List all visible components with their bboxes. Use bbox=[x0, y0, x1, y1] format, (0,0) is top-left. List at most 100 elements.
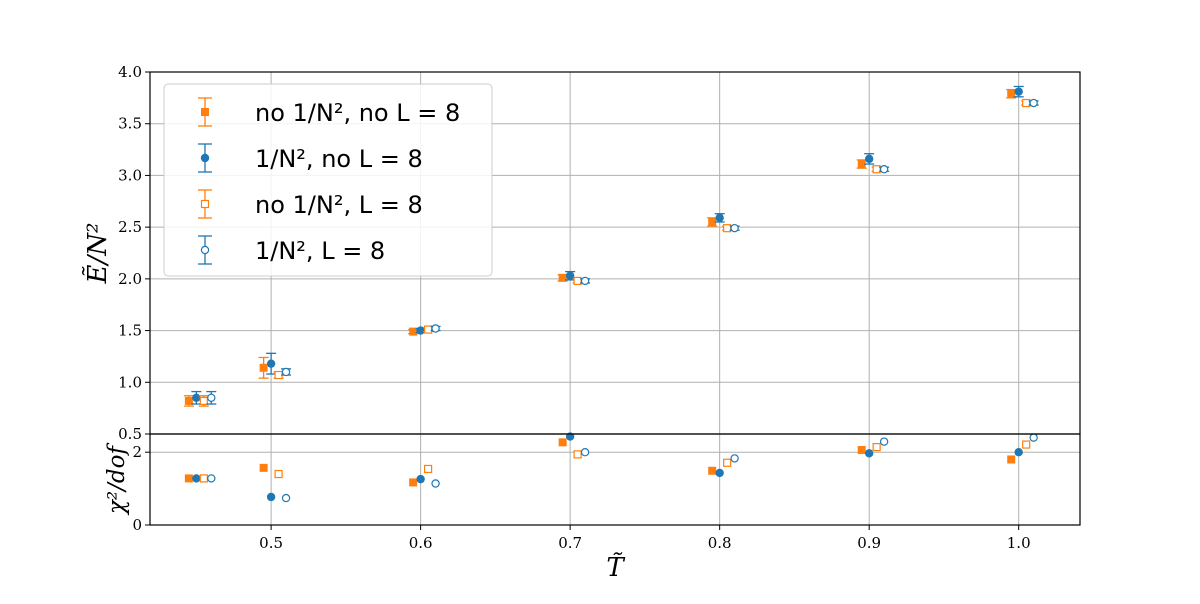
legend-marker bbox=[200, 199, 210, 209]
energy-point bbox=[723, 224, 732, 233]
legend-label: 1/N², no L = 8 bbox=[255, 145, 423, 173]
chi2-panel-frame bbox=[149, 433, 1081, 526]
energy-point bbox=[715, 213, 724, 223]
y-tick-label-bottom: 2 bbox=[132, 443, 142, 461]
legend-entry-3: 1/N², L = 8 bbox=[198, 235, 385, 265]
energy-point bbox=[409, 327, 418, 336]
chi2-point bbox=[723, 458, 732, 467]
energy-point bbox=[730, 223, 739, 233]
energy-point bbox=[274, 370, 283, 380]
chi2-point bbox=[409, 478, 418, 487]
y-tick-label-top: 2.5 bbox=[118, 218, 142, 236]
chi2-point bbox=[730, 454, 739, 463]
chi2-point bbox=[199, 474, 208, 483]
energy-series-2 bbox=[198, 98, 1032, 407]
energy-point bbox=[580, 276, 590, 286]
y-tick-label-bottom: 0 bbox=[132, 516, 142, 534]
energy-point bbox=[565, 271, 575, 280]
energy-series-1 bbox=[191, 85, 1024, 405]
energy-point bbox=[864, 154, 874, 164]
legend-marker bbox=[201, 108, 209, 116]
energy-panel: 0.5 1.0 1.5 2.0 2.5 3.0 3.5 4.0 Ẽ/N² bbox=[81, 63, 1081, 443]
energy-point bbox=[207, 393, 216, 402]
energy-marks bbox=[183, 85, 1039, 407]
chi2-series-2 bbox=[199, 440, 1031, 483]
x-tick-label: 0.7 bbox=[558, 534, 582, 552]
energy-y-axis-title: Ẽ/N² bbox=[81, 223, 113, 285]
chi2-point bbox=[1007, 455, 1016, 464]
chi2-point bbox=[184, 474, 193, 483]
energy-point bbox=[192, 393, 201, 402]
energy-point bbox=[1014, 87, 1023, 96]
legend-marker bbox=[200, 153, 210, 163]
energy-point bbox=[199, 396, 208, 406]
legend-label: no 1/N², L = 8 bbox=[255, 191, 423, 219]
energy-point bbox=[1007, 89, 1016, 98]
legend-entry-2: no 1/N², L = 8 bbox=[198, 189, 423, 219]
energy-point bbox=[416, 326, 425, 335]
x-tick-label: 0.6 bbox=[409, 534, 433, 552]
legend-marker bbox=[200, 245, 210, 255]
energy-point bbox=[424, 325, 433, 334]
energy-point bbox=[1022, 98, 1031, 108]
energy-point bbox=[573, 276, 582, 286]
legend-entry-0: no 1/N², no L = 8 bbox=[198, 97, 460, 127]
energy-point bbox=[857, 160, 866, 169]
chi2-point bbox=[274, 469, 283, 479]
x-tick-label: 0.9 bbox=[857, 534, 881, 552]
chi2-ticks: 0.5 0.6 0.7 0.8 0.9 1.0 0 2 bbox=[132, 443, 1030, 552]
chi2-point bbox=[431, 479, 440, 488]
x-tick-label: 0.8 bbox=[708, 534, 732, 552]
chi2-point bbox=[580, 448, 590, 457]
chi2-point bbox=[857, 446, 866, 455]
legend-entry-1: 1/N², no L = 8 bbox=[198, 143, 423, 173]
energy-point bbox=[259, 363, 268, 372]
energy-point bbox=[872, 165, 881, 174]
y-tick-label-top: 4.0 bbox=[118, 63, 142, 81]
x-axis-title: T̃ bbox=[606, 552, 625, 583]
y-tick-label-top: 0.5 bbox=[118, 425, 142, 443]
legend: no 1/N², no L = 8 1/N², no L = 8 no 1/N², … bbox=[163, 83, 493, 277]
chi2-point bbox=[424, 464, 433, 474]
chi2-point bbox=[573, 450, 582, 459]
energy-point bbox=[281, 367, 291, 377]
x-tick-label: 1.0 bbox=[1007, 534, 1031, 552]
energy-series-3 bbox=[206, 98, 1039, 405]
chi2-y-axis-title: χ²/dof bbox=[104, 443, 130, 516]
chi2-point bbox=[864, 449, 874, 458]
legend-label: no 1/N², no L = 8 bbox=[255, 99, 460, 127]
y-tick-label-top: 3.0 bbox=[118, 166, 142, 184]
x-tick-label: 0.5 bbox=[259, 534, 283, 552]
legend-frame bbox=[163, 83, 493, 277]
energy-point bbox=[431, 324, 440, 333]
chi2-point bbox=[715, 468, 724, 478]
energy-point bbox=[879, 165, 889, 174]
chi2-point bbox=[558, 438, 567, 447]
chi2-series-0 bbox=[184, 438, 1016, 487]
y-tick-label-top: 2.0 bbox=[118, 270, 142, 288]
energy-point bbox=[708, 217, 717, 226]
energy-point bbox=[1029, 98, 1038, 108]
legend-label: 1/N², L = 8 bbox=[255, 237, 385, 265]
chi2-point bbox=[259, 463, 268, 472]
chi2-point bbox=[416, 474, 425, 484]
chi2-panel: 0.5 0.6 0.7 0.8 0.9 1.0 0 2 χ²/dof T̃ bbox=[104, 432, 1081, 583]
chi2-point bbox=[872, 443, 881, 452]
chi2-point bbox=[1022, 440, 1031, 449]
chi2-point bbox=[708, 466, 717, 475]
chi2-point bbox=[1029, 433, 1038, 442]
chi2-point bbox=[207, 474, 216, 483]
y-tick-label-top: 1.5 bbox=[118, 322, 142, 340]
chi2-point bbox=[1014, 448, 1023, 457]
chi2-point bbox=[192, 474, 201, 483]
energy-point bbox=[266, 359, 276, 368]
chi2-point bbox=[879, 437, 889, 446]
energy-y-ticks: 0.5 1.0 1.5 2.0 2.5 3.0 3.5 4.0 bbox=[118, 63, 150, 443]
chi2-point bbox=[281, 493, 291, 503]
y-tick-label-top: 3.5 bbox=[118, 115, 142, 133]
energy-series-0 bbox=[183, 88, 1017, 407]
y-tick-label-top: 1.0 bbox=[118, 373, 142, 391]
energy-point bbox=[184, 396, 193, 405]
